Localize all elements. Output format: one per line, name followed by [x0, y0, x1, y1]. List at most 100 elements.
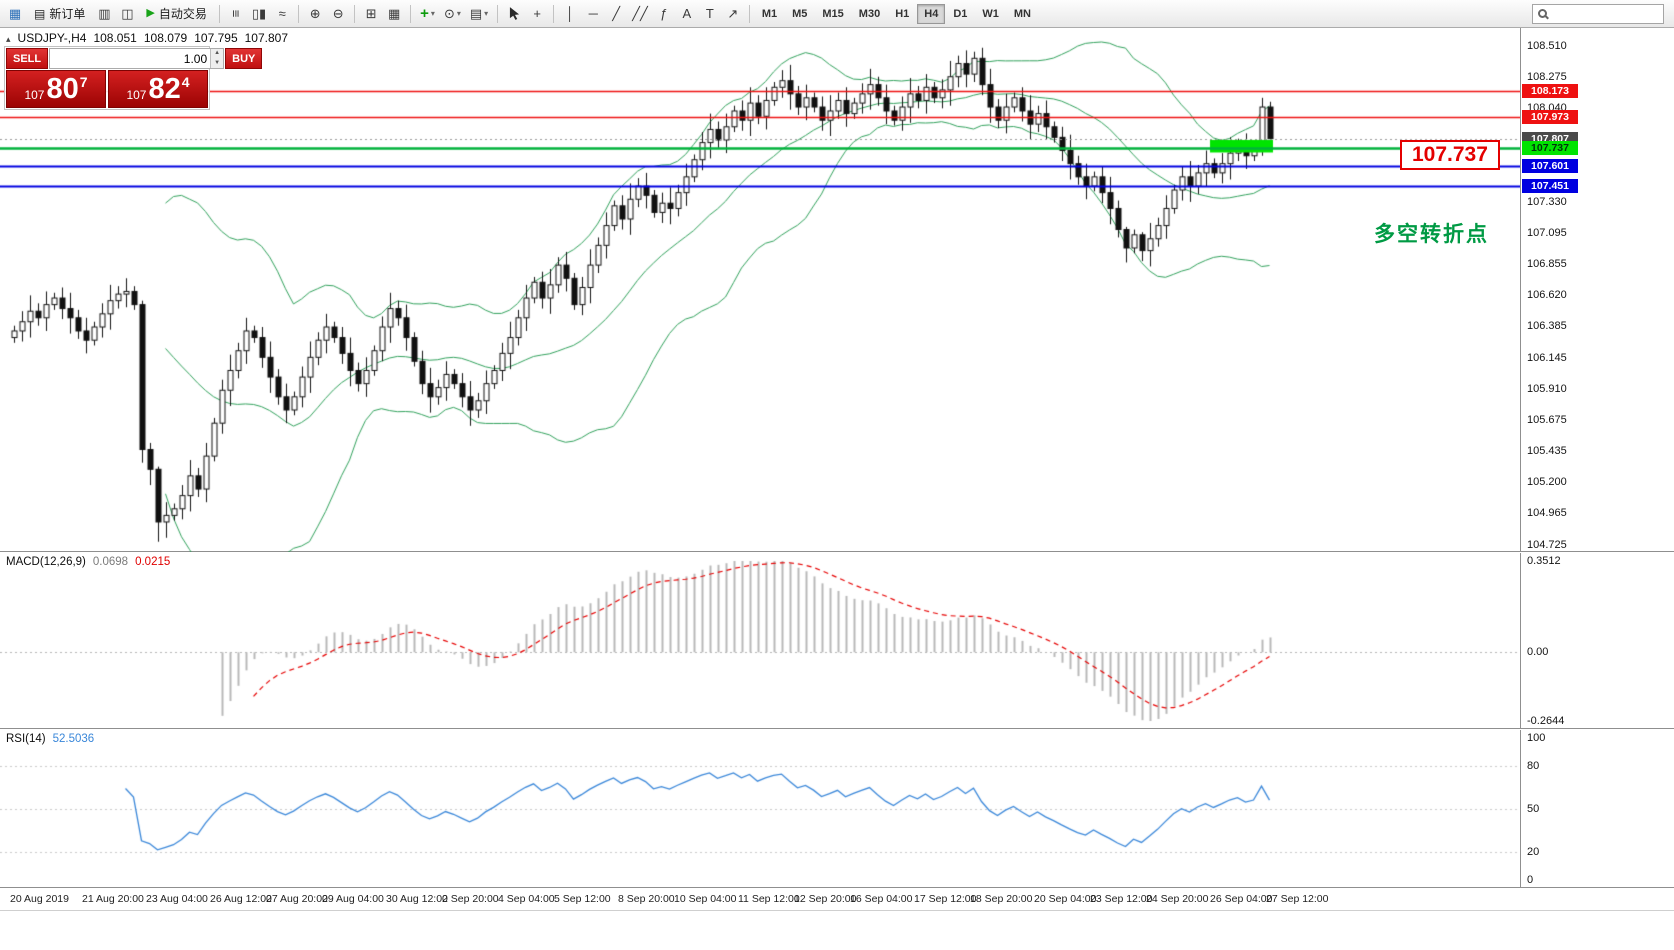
zoom-out-button[interactable]: ⊖: [327, 3, 349, 25]
price-axis-label: 106.385: [1527, 320, 1567, 333]
timeframe-button-h1[interactable]: H1: [888, 4, 916, 24]
periods-button[interactable]: ⊙ ▾: [440, 3, 465, 25]
line-chart-icon: ≈: [278, 6, 286, 21]
templates-button[interactable]: ▤ ▾: [466, 3, 492, 25]
sell-price-box[interactable]: 107 80 7: [6, 70, 106, 108]
timeframe-button-m30[interactable]: M30: [852, 4, 887, 24]
volume-up-icon[interactable]: ▲: [211, 49, 224, 59]
ohlc-low: 107.795: [194, 31, 238, 45]
auto-arrange-icon: ▦: [388, 6, 401, 21]
search-icon: [1538, 9, 1547, 18]
turning-point-note[interactable]: 多空转折点: [1374, 223, 1489, 246]
app-menu-icon[interactable]: ▦: [4, 3, 26, 25]
cursor-button[interactable]: [503, 3, 525, 25]
toolbar-separator: [354, 4, 356, 23]
candlestick-chart-button[interactable]: ▯▮: [248, 3, 270, 25]
macd-canvas[interactable]: [0, 553, 1520, 729]
timeframe-button-m15[interactable]: M15: [815, 4, 850, 24]
dropdown-icon: ▾: [484, 9, 489, 18]
toolbar-separator: [497, 4, 499, 23]
vertical-line-button[interactable]: │: [559, 3, 581, 25]
rsi-title: RSI(14): [6, 733, 46, 745]
line-chart-button[interactable]: ≈: [271, 3, 293, 25]
buy-price-prefix: 107: [126, 88, 147, 102]
timeframe-button-m5[interactable]: M5: [785, 4, 814, 24]
bars-chart-button[interactable]: ≡: [225, 3, 247, 25]
channel-button[interactable]: ╱╱: [628, 3, 652, 25]
sell-price-prefix: 107: [24, 88, 45, 102]
search-box[interactable]: [1532, 3, 1664, 24]
time-axis-label: 21 Aug 20:00: [82, 893, 144, 905]
volume-down-icon[interactable]: ▼: [211, 58, 224, 68]
indicators-button[interactable]: + ▾: [416, 3, 439, 25]
buy-button[interactable]: BUY: [225, 48, 263, 69]
one-click-trading-panel: SELL ▲ ▼ BUY 107 80 7 107: [4, 46, 263, 110]
price-axis[interactable]: 108.510108.275108.040107.805107.570107.3…: [1520, 28, 1674, 551]
new-order-icon: ▤: [34, 6, 46, 21]
buy-price-pip: 4: [181, 74, 190, 90]
price-axis-label: 105.910: [1527, 382, 1567, 395]
macd-axis[interactable]: 0.3512 0.00 -0.2644: [1520, 553, 1674, 728]
fibonacci-button[interactable]: ƒ: [653, 3, 675, 25]
rsi-pane[interactable]: RSI(14) 52.5036 100 80 50 20 0: [0, 730, 1674, 888]
crosshair-button[interactable]: +: [526, 3, 548, 25]
time-axis-label: 18 Sep 20:00: [970, 893, 1033, 905]
volume-input[interactable]: [50, 49, 211, 68]
new-order-button[interactable]: ▤ 新订单: [27, 3, 92, 25]
price-level-tag: 107.737: [1522, 141, 1578, 156]
timeframe-button-mn[interactable]: MN: [1007, 4, 1038, 24]
macd-pane[interactable]: MACD(12,26,9) 0.0698 0.0215 0.3512 0.00 -0…: [0, 553, 1674, 729]
autotrade-button[interactable]: ▶ 自动交易: [139, 3, 213, 25]
rsi-axis-label: 0: [1527, 874, 1534, 886]
new-order-label: 新订单: [49, 7, 86, 21]
macd-title: MACD(12,26,9): [6, 556, 86, 568]
price-axis-label: 108.275: [1527, 71, 1567, 84]
market-watch-button[interactable]: ◫: [116, 3, 138, 25]
time-axis-label: 30 Aug 12:00: [386, 893, 448, 905]
templates-icon: ▤: [469, 6, 483, 21]
price-axis-label: 106.855: [1527, 258, 1567, 271]
price-level-tag: 107.973: [1522, 110, 1578, 125]
time-axis-label: 24 Sep 20:00: [1146, 893, 1209, 905]
time-axis-label: 16 Sep 04:00: [850, 893, 913, 905]
buy-price-box[interactable]: 107 82 4: [108, 70, 208, 108]
tile-windows-button[interactable]: ⊞: [360, 3, 382, 25]
horizontal-line-button[interactable]: ─: [582, 3, 604, 25]
sell-price-big: 80: [46, 72, 79, 105]
time-axis-label: 5 Sep 12:00: [554, 893, 611, 905]
rsi-axis-label: 20: [1527, 845, 1540, 858]
main-chart-canvas[interactable]: [0, 28, 1520, 552]
chart-profile-button[interactable]: ▥: [93, 3, 115, 25]
macd-axis-label: 0.00: [1527, 646, 1549, 659]
macd-header: MACD(12,26,9) 0.0698 0.0215: [6, 556, 170, 568]
label-tool-button[interactable]: T: [699, 3, 721, 25]
timeframe-button-h4[interactable]: H4: [917, 3, 946, 24]
arrows-tool-button[interactable]: ↗: [722, 3, 744, 25]
price-level-tag: 107.451: [1522, 178, 1578, 193]
rsi-axis-label: 50: [1527, 803, 1540, 815]
tile-windows-icon: ⊞: [365, 6, 377, 21]
main-price-pane[interactable]: ▴ USDJPY-,H4 108.051 108.079 107.795 107…: [0, 28, 1674, 552]
zoom-in-icon: ⊕: [309, 6, 321, 21]
toolbar-separator: [410, 4, 412, 23]
auto-arrange-button[interactable]: ▦: [383, 3, 405, 25]
sell-button[interactable]: SELL: [6, 48, 49, 69]
time-axis[interactable]: 20 Aug 2019 21 Aug 20:00 23 Aug 04:00 26 Au…: [0, 889, 1674, 911]
price-callout-label[interactable]: 107.737: [1400, 140, 1500, 170]
trendline-button[interactable]: ╱: [605, 3, 627, 25]
rsi-canvas[interactable]: [0, 730, 1520, 888]
rsi-axis[interactable]: 100 80 50 20 0: [1520, 730, 1674, 887]
time-axis-label: 4 Sep 04:00: [498, 893, 555, 905]
channel-icon: ╱╱: [632, 6, 648, 21]
timeframe-button-d1[interactable]: D1: [946, 4, 974, 24]
text-tool-button[interactable]: A: [676, 3, 698, 25]
zoom-in-button[interactable]: ⊕: [304, 3, 326, 25]
search-input[interactable]: [1552, 6, 1658, 21]
timeframe-button-w1[interactable]: W1: [975, 4, 1006, 24]
price-axis-label: 105.200: [1527, 476, 1567, 489]
macd-axis-label: 0.3512: [1527, 555, 1561, 567]
price-axis-label: 107.095: [1527, 226, 1567, 239]
toolbar-separator: [218, 4, 220, 23]
chart-area: ▴ USDJPY-,H4 108.051 108.079 107.795 107…: [0, 28, 1674, 950]
timeframe-button-m1[interactable]: M1: [755, 4, 784, 24]
